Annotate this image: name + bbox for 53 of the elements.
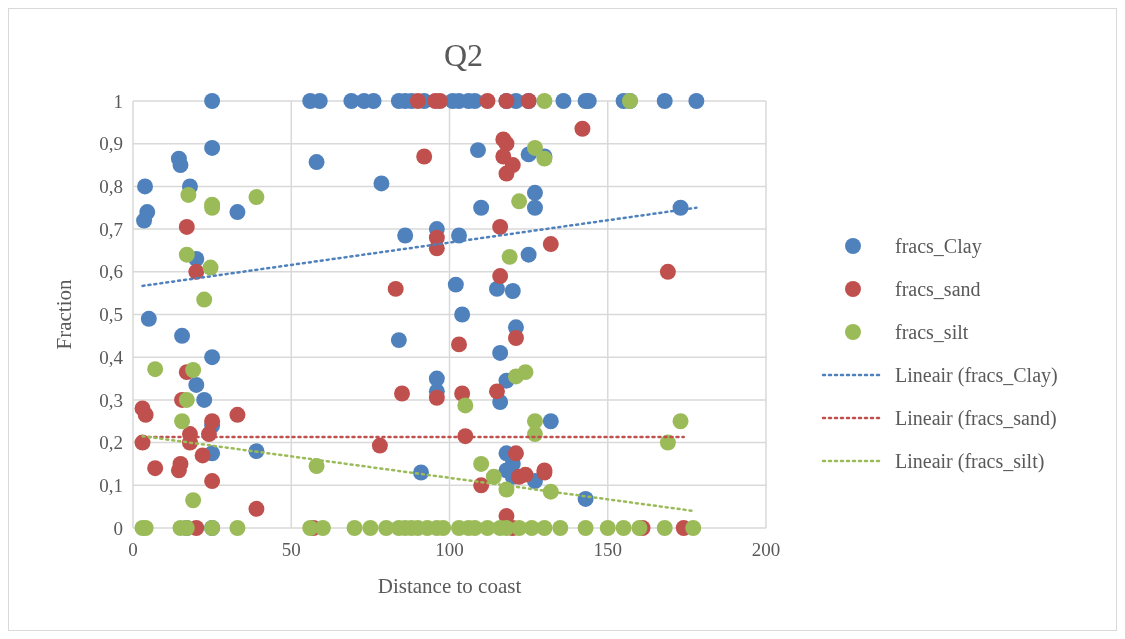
point (416, 148, 433, 165)
point (229, 406, 246, 423)
point (489, 383, 505, 400)
y-tick-label: 1 (113, 90, 123, 112)
x-axis-title: Distance to coast (377, 574, 522, 598)
point (204, 473, 221, 489)
y-tick-label: 0,3 (99, 389, 123, 411)
point (479, 93, 496, 109)
x-tick-label: 0 (128, 539, 138, 560)
point (409, 93, 426, 109)
x-tick-label: 50 (281, 539, 301, 560)
point (507, 445, 524, 462)
y-tick-label: 0,5 (99, 304, 123, 326)
point (451, 336, 467, 353)
y-tick-label: 0,9 (99, 133, 123, 155)
legend-label: Lineair (fracs_sand) (895, 407, 1057, 430)
point (188, 263, 205, 280)
legend-label: Lineair (fracs_Clay) (895, 364, 1058, 387)
point (498, 135, 515, 152)
point (504, 157, 521, 174)
y-axis-title: Fraction (52, 279, 76, 350)
y-tick-label: 0,2 (99, 432, 123, 454)
y-tick-label: 0,1 (99, 474, 123, 496)
y-tick-label: 0,8 (99, 176, 123, 198)
chart-title: Q2 (443, 37, 484, 73)
point (172, 455, 189, 472)
legend-label: fracs_Clay (895, 235, 982, 258)
point (659, 263, 676, 280)
legend-label: fracs_silt (895, 321, 969, 343)
point (248, 500, 265, 517)
point (137, 406, 154, 423)
point (178, 219, 195, 235)
y-tick-label: 0,6 (99, 261, 123, 283)
point (428, 389, 445, 406)
point (204, 413, 221, 430)
y-tick-label: 0,4 (99, 346, 124, 368)
point (387, 280, 404, 297)
point (492, 268, 509, 285)
legend-label: fracs_sand (895, 278, 981, 300)
point (147, 460, 164, 477)
x-tick-label: 150 (593, 539, 622, 560)
x-tick-label: 200 (751, 539, 781, 560)
y-tick-label: 0 (113, 517, 123, 539)
point (394, 385, 410, 402)
legend-label: Lineair (fracs_silt) (895, 450, 1045, 473)
point (492, 219, 509, 235)
y-tick-label: 0,7 (99, 218, 123, 240)
x-tick-label: 100 (435, 539, 464, 560)
point (194, 447, 211, 464)
point (542, 236, 559, 253)
point (371, 437, 388, 454)
point (574, 120, 591, 137)
point (507, 330, 524, 346)
